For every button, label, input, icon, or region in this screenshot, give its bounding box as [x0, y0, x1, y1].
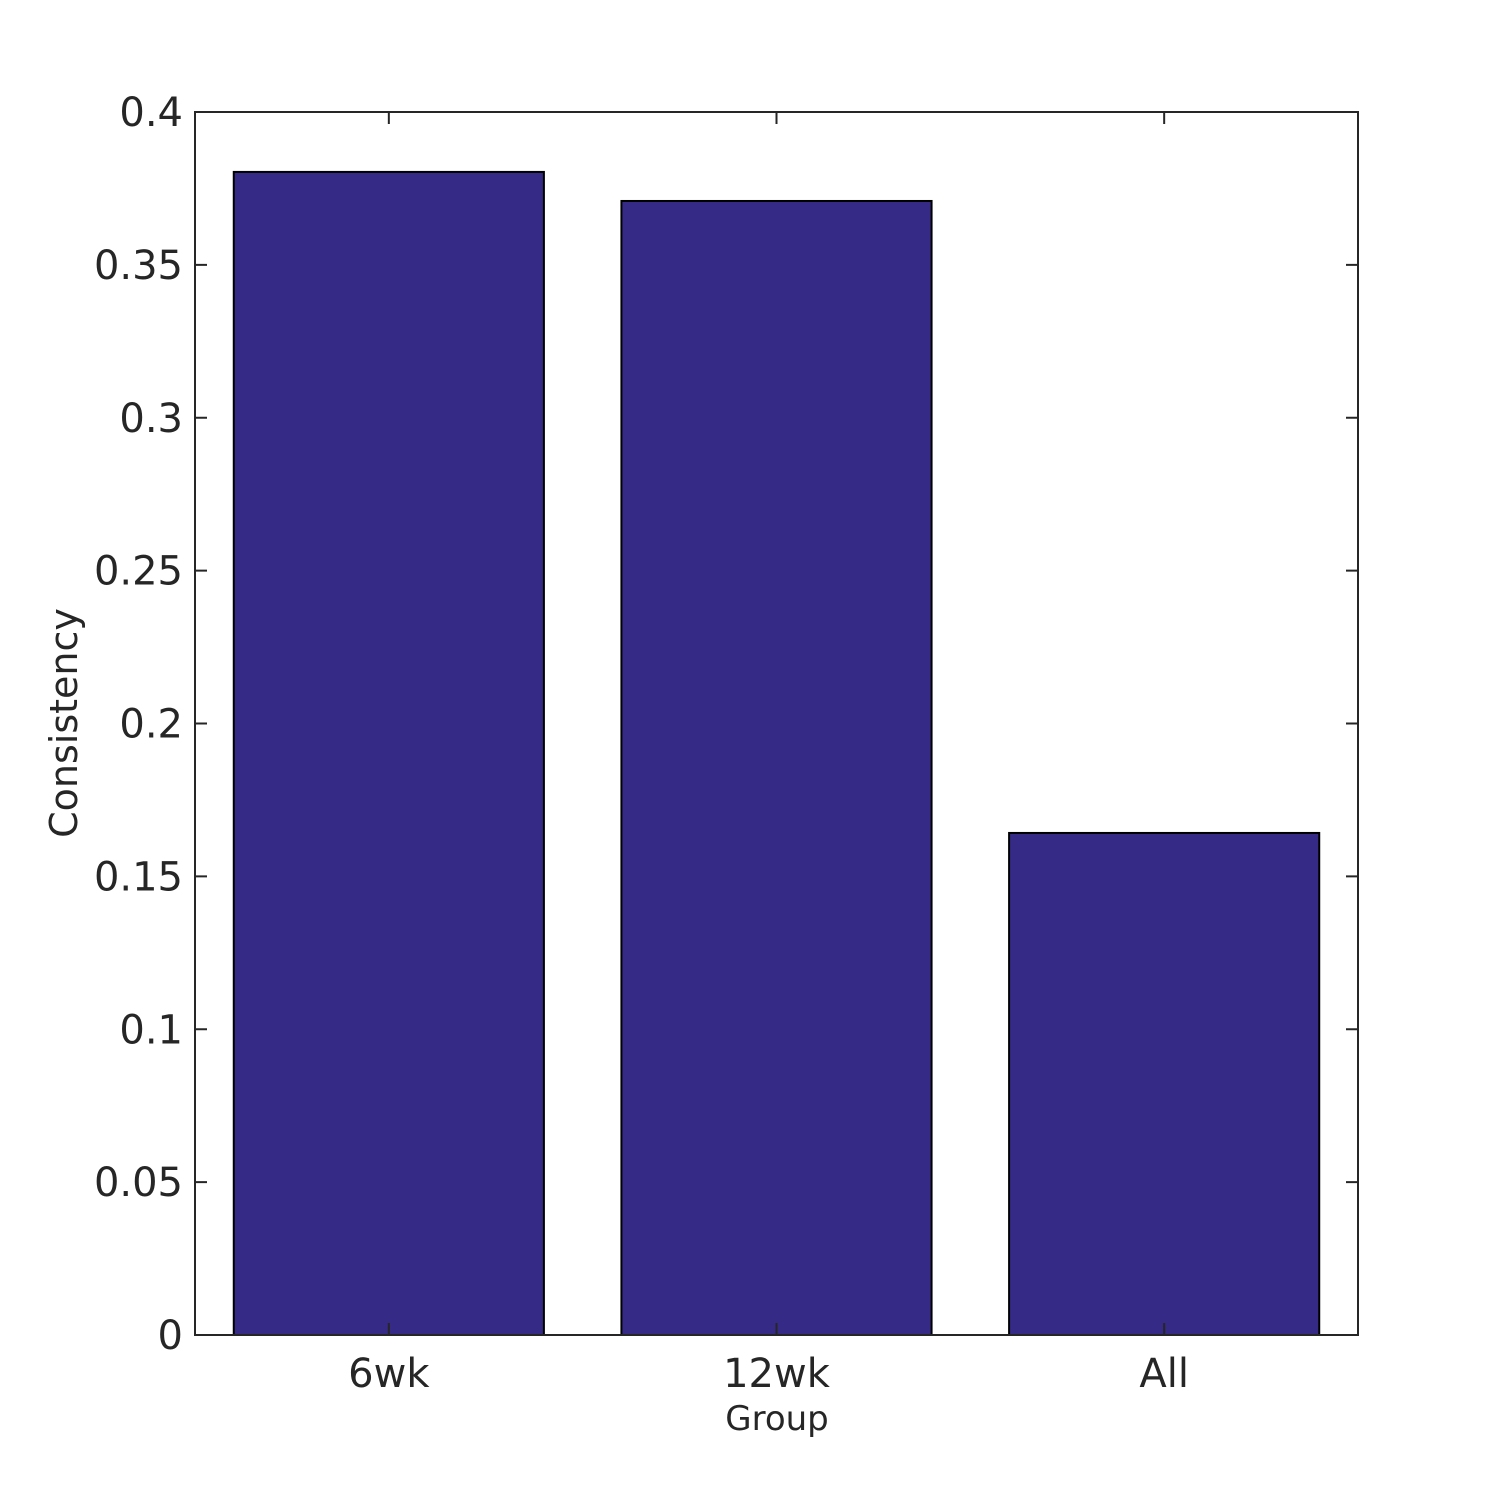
y-tick-label: 0.35 — [94, 243, 183, 289]
bars — [232, 170, 1321, 1336]
y-tick-label: 0.25 — [94, 549, 183, 595]
x-axis-label: Group — [725, 1399, 829, 1439]
y-axis-label: Consistency — [42, 608, 86, 838]
x-tick-label: 12wk — [723, 1351, 831, 1397]
y-tick-label: 0 — [158, 1313, 183, 1359]
bar-6wk — [232, 170, 545, 1336]
bar-All — [1008, 831, 1321, 1336]
y-tick-label: 0.1 — [119, 1007, 183, 1053]
y-tick-label: 0.3 — [119, 396, 183, 442]
y-tick-label: 0.05 — [94, 1160, 183, 1206]
bar-12wk — [620, 199, 933, 1336]
y-tick-label: 0.4 — [119, 90, 183, 136]
y-tick-label: 0.2 — [119, 702, 183, 748]
x-tick-label: 6wk — [348, 1351, 430, 1397]
ticks: 6wk 12wk All 0 0.05 0.1 0.15 0.2 0.25 0.3 0.35 0.4 — [94, 90, 1358, 1397]
x-tick-label: All — [1139, 1351, 1189, 1397]
y-tick-label: 0.15 — [94, 854, 183, 900]
